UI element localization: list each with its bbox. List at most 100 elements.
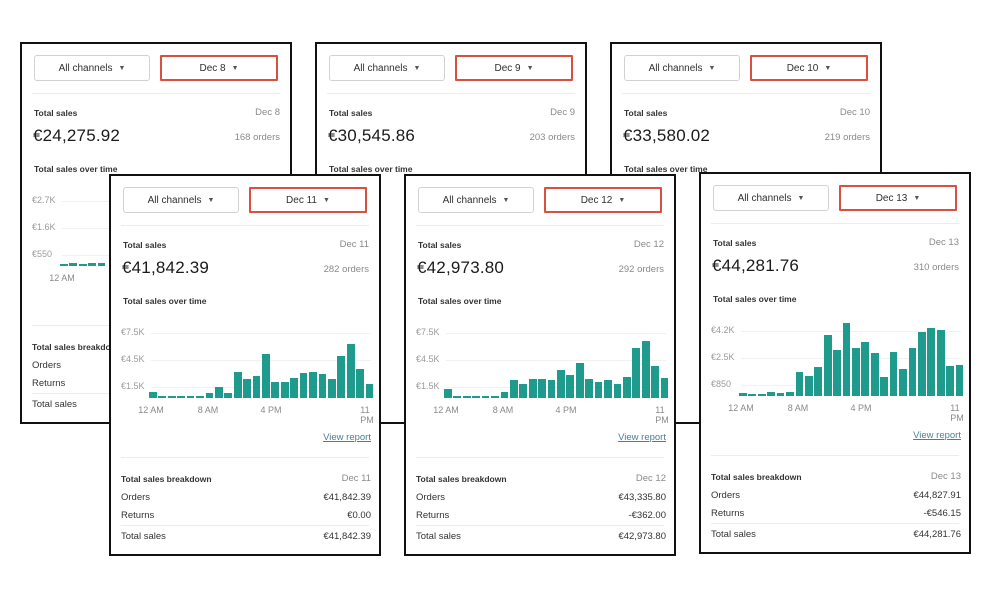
chart-bar [927, 327, 936, 396]
total-sales-label: Total sales [123, 240, 167, 250]
channel-dropdown[interactable]: All channels ▼ [123, 187, 239, 213]
y-tick-label: €550 [32, 249, 53, 259]
y-tick-label: €1.5K [121, 381, 145, 391]
orders-label: Orders [121, 492, 151, 503]
chart-bar [444, 389, 452, 398]
chart-bar [509, 380, 518, 398]
chart-bar [453, 396, 462, 398]
chart-bar [243, 378, 251, 398]
chart-bar [955, 365, 964, 396]
divider [622, 93, 870, 94]
chart-bar [776, 393, 785, 396]
date-dropdown[interactable]: Dec 12 ▼ [544, 187, 662, 213]
caret-down-icon: ▼ [502, 196, 510, 204]
chart-bar [214, 387, 223, 398]
total-sales-value: €41,842.39 [122, 258, 210, 277]
orders-value: €44,827.91 [913, 490, 961, 501]
chart-bar [757, 394, 766, 396]
date-dropdown[interactable]: Dec 11 ▼ [249, 187, 367, 213]
chart-bar [327, 378, 336, 398]
breakdown-date: Dec 13 [930, 471, 961, 482]
date-dropdown-label: Dec 8 [199, 62, 226, 74]
divider [121, 457, 369, 458]
caret-down-icon: ▼ [618, 196, 626, 204]
gridline [741, 385, 961, 386]
date-dropdown[interactable]: Dec 8 ▼ [160, 55, 278, 81]
gridline [446, 387, 666, 388]
chart-bar [622, 376, 631, 398]
channel-dropdown-label: All channels [648, 62, 703, 74]
chart-bar [528, 378, 537, 398]
chart-bar [641, 341, 650, 398]
chart-bar [346, 344, 355, 398]
chart-bar [500, 392, 509, 398]
total-sales-label: Total sales [34, 108, 78, 118]
chart-bar [660, 377, 669, 398]
date-dropdown[interactable]: Dec 10 ▼ [750, 55, 868, 81]
total-sales-label: Total sales [713, 238, 757, 248]
y-tick-label: €1.6K [32, 222, 56, 232]
channel-dropdown[interactable]: All channels ▼ [624, 55, 740, 81]
breakdown-date: Dec 12 [635, 473, 666, 484]
chart-bar [78, 264, 87, 266]
view-report-link[interactable]: View report [913, 430, 961, 441]
gridline [151, 333, 371, 334]
returns-label: Returns [416, 510, 450, 521]
view-report-link[interactable]: View report [323, 432, 371, 443]
divider [711, 223, 959, 224]
divider [711, 523, 959, 524]
y-tick-label: €4.2K [711, 325, 735, 335]
returns-label: Returns [32, 378, 66, 389]
chart-bar [946, 365, 954, 396]
channel-dropdown-label: All channels [58, 62, 113, 74]
returns-value: €0.00 [347, 510, 371, 521]
breakdown-label: Total sales breakdown [121, 474, 212, 484]
y-tick-label: €4.5K [416, 354, 440, 364]
channel-dropdown[interactable]: All channels ▼ [418, 187, 534, 213]
chart-bar [224, 393, 233, 398]
chart-bar [632, 348, 641, 398]
x-tick-label: 12 AM [138, 405, 164, 415]
orders-value: €41,842.39 [323, 492, 371, 503]
gridline [151, 360, 371, 361]
total-sales-date: Dec 13 [928, 237, 959, 248]
divider [32, 93, 280, 94]
x-tick-label: 8 AM [787, 403, 809, 413]
chart-bar [861, 342, 870, 396]
x-tick-label: 12 AM [433, 405, 459, 415]
chart-bar [491, 396, 499, 398]
chart-bar [604, 379, 612, 398]
divider [121, 525, 369, 526]
x-tick-label: 12 AM [49, 273, 75, 283]
chart-bar [842, 322, 851, 396]
caret-down-icon: ▼ [797, 194, 805, 202]
chart-bar [795, 371, 804, 396]
channel-dropdown[interactable]: All channels ▼ [329, 55, 445, 81]
x-tick-label: 11 PM [655, 405, 669, 425]
total-sales-value: €24,275.92 [33, 126, 121, 145]
x-tick-label: 11 PM [950, 403, 964, 423]
caret-down-icon: ▼ [323, 196, 330, 204]
channel-dropdown[interactable]: All channels ▼ [713, 185, 829, 211]
caret-down-icon: ▼ [526, 64, 534, 72]
x-tick-label: 11 PM [360, 405, 374, 425]
total-sales-label: Total sales [329, 108, 373, 118]
breakdown-date: Dec 11 [341, 473, 371, 484]
chart-bar [196, 396, 204, 398]
x-tick-label: 12 AM [728, 403, 754, 413]
y-tick-label: €2.7K [32, 195, 56, 205]
channel-dropdown[interactable]: All channels ▼ [34, 55, 150, 81]
breakdown-label: Total sales breakdown [32, 342, 123, 352]
gridline [446, 333, 666, 334]
chart-bar [870, 353, 879, 396]
orders-count: 168 orders [234, 132, 280, 143]
date-dropdown[interactable]: Dec 13 ▼ [839, 185, 957, 211]
chart-bar [290, 377, 299, 398]
date-dropdown[interactable]: Dec 9 ▼ [455, 55, 573, 81]
total-row-value: €42,973.80 [618, 531, 666, 542]
total-row-label: Total sales [711, 529, 756, 540]
view-report-link[interactable]: View report [618, 432, 666, 443]
chart-bar [538, 378, 546, 398]
chart-bar [880, 376, 889, 396]
gridline [741, 358, 961, 359]
